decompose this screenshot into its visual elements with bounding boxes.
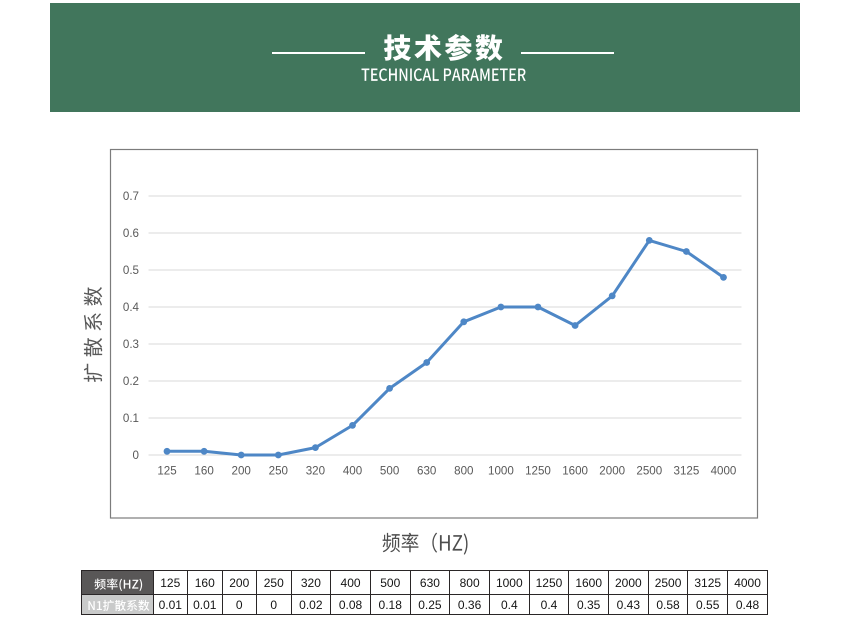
- svg-text:1600: 1600: [562, 465, 588, 478]
- svg-text:1000: 1000: [488, 465, 514, 478]
- svg-text:0.2: 0.2: [123, 375, 139, 388]
- svg-text:320: 320: [306, 465, 325, 478]
- svg-text:250: 250: [269, 465, 288, 478]
- svg-text:0.4: 0.4: [123, 301, 140, 314]
- svg-text:0.1: 0.1: [123, 412, 139, 425]
- svg-text:2500: 2500: [636, 465, 662, 478]
- svg-text:3125: 3125: [674, 465, 700, 478]
- svg-text:1250: 1250: [525, 465, 551, 478]
- svg-text:125: 125: [157, 465, 176, 478]
- svg-text:4000: 4000: [711, 465, 737, 478]
- svg-text:200: 200: [232, 465, 251, 478]
- svg-text:800: 800: [454, 465, 473, 478]
- svg-text:2000: 2000: [599, 465, 625, 478]
- svg-text:500: 500: [380, 465, 399, 478]
- svg-text:0.6: 0.6: [123, 227, 139, 240]
- svg-text:0.7: 0.7: [123, 190, 139, 203]
- svg-text:0.5: 0.5: [123, 264, 139, 277]
- svg-text:160: 160: [194, 465, 213, 478]
- svg-text:630: 630: [417, 465, 436, 478]
- svg-text:0.3: 0.3: [123, 338, 139, 351]
- svg-text:400: 400: [343, 465, 362, 478]
- svg-text:0: 0: [133, 449, 139, 462]
